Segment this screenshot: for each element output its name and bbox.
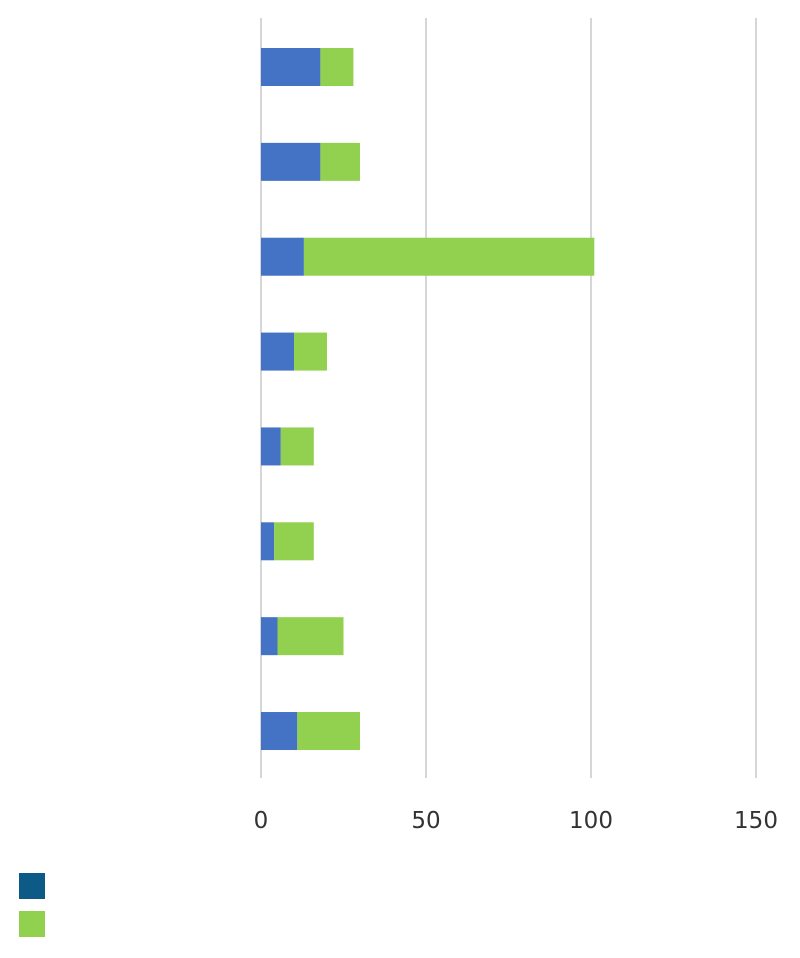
bar-segment-series-1 (261, 332, 294, 371)
x-tick-label: 0 (254, 808, 269, 834)
x-axis-tick-labels: 0 50 100 150 (254, 808, 778, 834)
bar-segment-series-2 (320, 48, 354, 86)
bar-segment-series-2 (294, 332, 327, 371)
gridlines (260, 18, 757, 778)
bar-segment-series-1 (261, 237, 304, 276)
x-tick-label: 50 (411, 808, 440, 834)
bar-segment-series-2 (320, 142, 360, 181)
bar-segment-series-2 (303, 237, 595, 276)
bar-segment-series-2 (280, 427, 314, 466)
bar-segment-series-1 (261, 427, 281, 466)
bar-segment-series-2 (274, 522, 314, 561)
legend-swatch-series-1 (19, 873, 45, 899)
x-tick-label: 100 (569, 808, 613, 834)
bar-segment-series-1 (261, 712, 298, 751)
bars (261, 48, 595, 751)
bar-segment-series-1 (261, 142, 321, 181)
bar-segment-series-2 (297, 712, 360, 751)
x-tick-label: 150 (734, 808, 778, 834)
bar-segment-series-1 (261, 522, 275, 561)
bar-segment-series-1 (261, 48, 321, 86)
bar-segment-series-2 (277, 617, 344, 656)
bar-segment-series-1 (261, 617, 278, 656)
legend-swatch-series-2 (19, 911, 45, 937)
